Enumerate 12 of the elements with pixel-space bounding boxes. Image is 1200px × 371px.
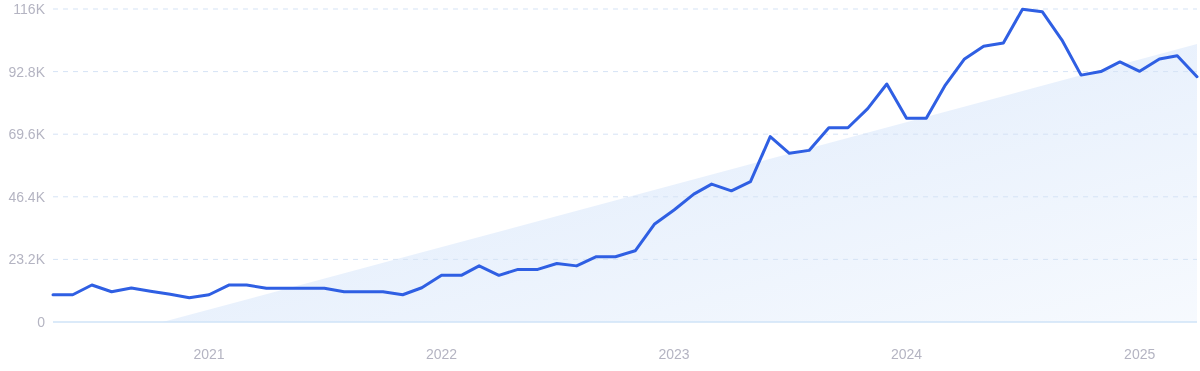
y-tick-label: 0 [37, 313, 46, 330]
line-series [51, 7, 1199, 300]
x-tick-label: 2021 [193, 346, 225, 362]
y-tick-label: 116K [13, 0, 46, 17]
x-tick-label: 2022 [425, 346, 458, 362]
y-tick-label: 69.6K [8, 126, 46, 143]
y-tick-label: 46.4K [8, 188, 46, 205]
y-tick-label: 92.8K [8, 63, 46, 80]
x-tick-label: 2023 [658, 346, 690, 362]
x-tick-label: 2025 [1124, 346, 1156, 362]
y-tick-label: 23.2K [8, 251, 46, 268]
x-tick-label: 2024 [890, 346, 923, 362]
